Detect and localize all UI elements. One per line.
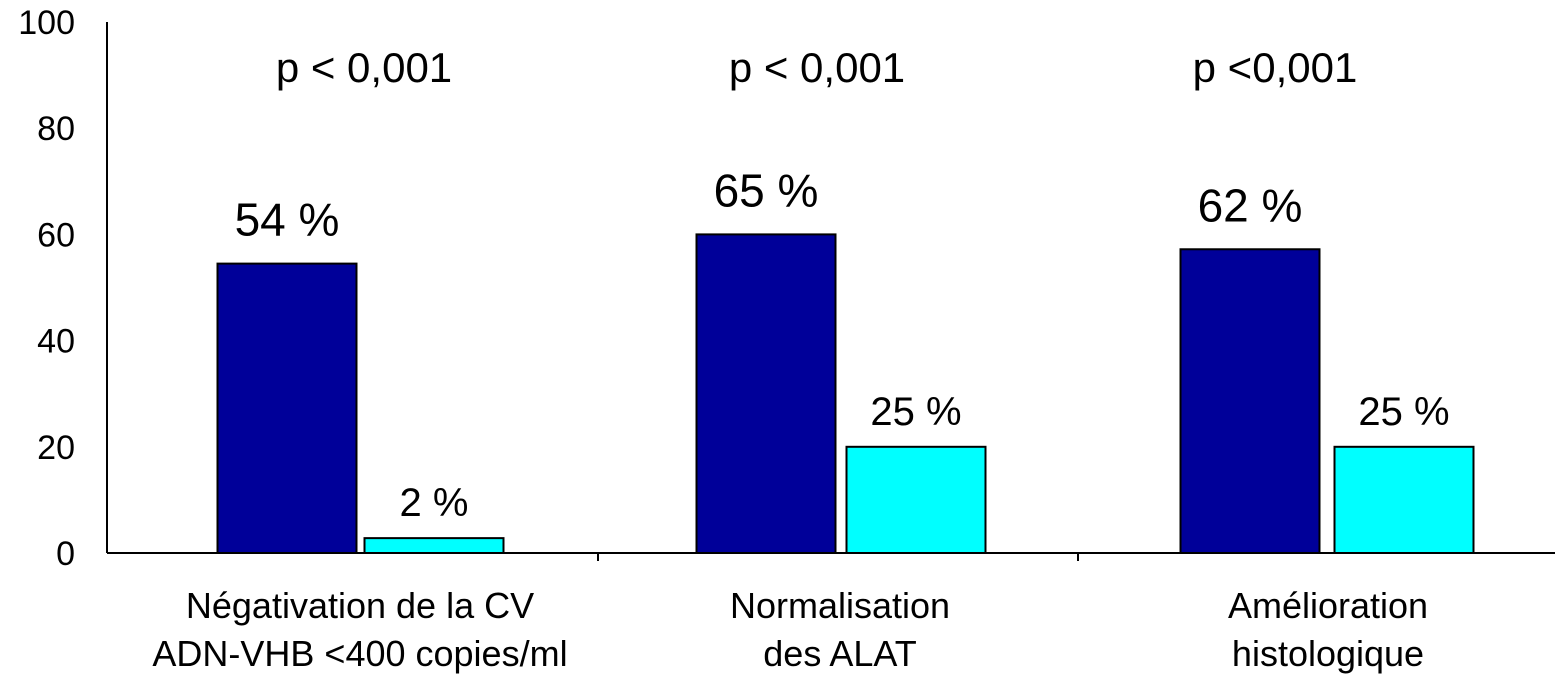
y-tick-label: 0 — [56, 535, 75, 573]
y-tick-label: 80 — [37, 110, 75, 148]
y-tick-label: 40 — [37, 323, 75, 361]
data-label: 2 % — [400, 481, 469, 525]
bar-treatment — [216, 262, 358, 554]
bar-control — [845, 445, 987, 554]
category-label: Normalisation des ALAT — [730, 585, 950, 674]
data-label: 25 % — [1358, 390, 1449, 434]
y-tick-label: 60 — [37, 216, 75, 254]
data-label: 62 % — [1198, 179, 1303, 231]
category-label-line: des ALAT — [763, 633, 916, 674]
category-label-line: histologique — [1232, 633, 1424, 674]
bar-treatment — [695, 233, 837, 554]
bars — [216, 233, 1475, 555]
x-tick-marks — [597, 553, 1079, 561]
data-labels: 54 % 65 % 62 % 2 % 25 % 25 % — [235, 164, 1450, 525]
category-label-line: Négativation de la CV — [186, 585, 534, 626]
data-label: 65 % — [714, 164, 819, 216]
p-value-annotations: p < 0,001 p < 0,001 p <0,001 — [276, 44, 1358, 91]
category-label-line: Normalisation — [730, 585, 950, 626]
y-tick-label: 20 — [37, 429, 75, 467]
category-labels: Négativation de la CV ADN-VHB <400 copies… — [152, 585, 1428, 674]
category-label: Négativation de la CV ADN-VHB <400 copies… — [152, 585, 567, 674]
p-value-label: p <0,001 — [1193, 44, 1358, 91]
bar-treatment — [1179, 248, 1321, 554]
category-label: Amélioration histologique — [1228, 585, 1428, 674]
p-value-label: p < 0,001 — [276, 44, 452, 91]
bar-control — [1333, 445, 1475, 554]
p-value-label: p < 0,001 — [729, 44, 905, 91]
data-label: 54 % — [235, 194, 340, 246]
category-label-line: Amélioration — [1228, 585, 1428, 626]
data-label: 25 % — [870, 390, 961, 434]
category-label-line: ADN-VHB <400 copies/ml — [152, 633, 567, 674]
bar-control — [363, 537, 505, 555]
y-ticks: 0 20 40 60 80 100 — [18, 4, 75, 573]
y-tick-label: 100 — [18, 4, 75, 42]
